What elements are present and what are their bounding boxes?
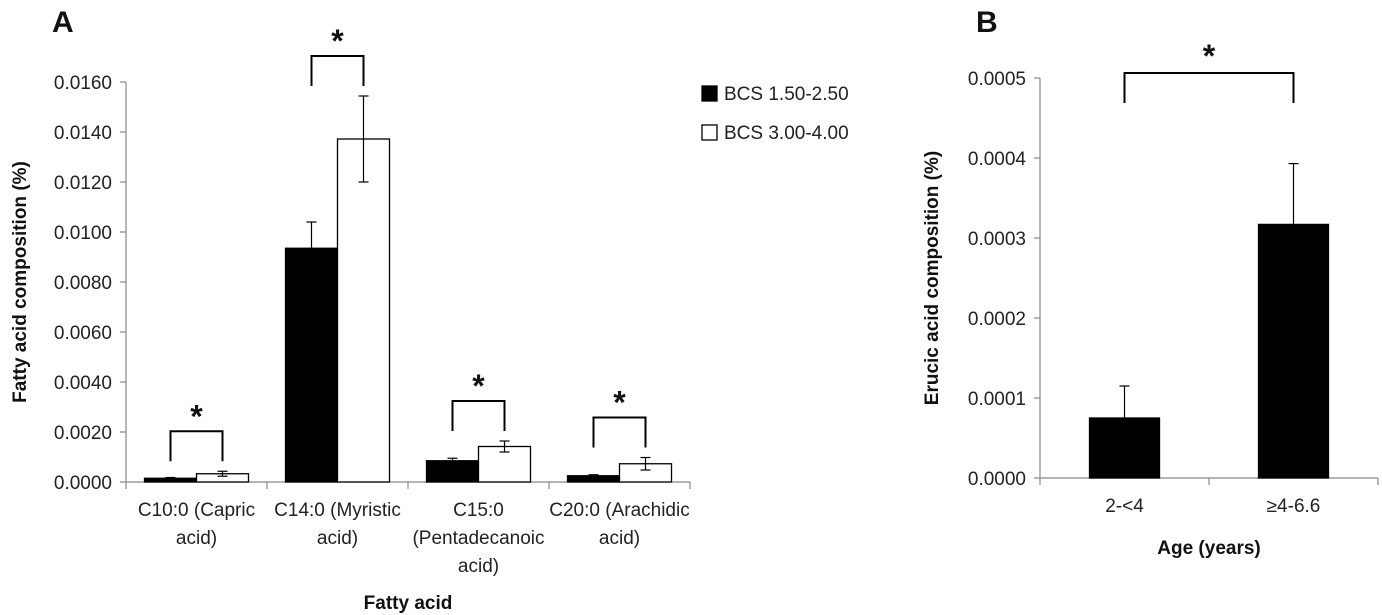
y-tick-label: 0.0060: [54, 323, 112, 344]
y-tick-label: 0.0002: [968, 309, 1026, 330]
y-axis-title: Erucic acid composition (%): [922, 151, 943, 405]
x-category-label: acid): [599, 528, 640, 549]
significance-bracket: [1123, 72, 1295, 103]
legend-label: BCS 3.00-4.00: [724, 123, 849, 144]
significance-star: *: [472, 368, 485, 404]
y-tick-label: 0.0005: [968, 69, 1026, 90]
x-category-label: acid): [317, 528, 358, 549]
panel-a: A 0.0000 0.0020 0.0040 0.0060 0.0080 0.0100 0.0…: [10, 6, 849, 614]
y-tick-label: 0.0100: [54, 223, 112, 244]
x-category-label: ≥4-6.6: [1267, 496, 1321, 517]
significance-bracket: [310, 55, 365, 86]
y-tick-label: 0.0004: [968, 149, 1027, 170]
y-tick-label: 0.0000: [54, 473, 112, 494]
y-tick-label: 0.0000: [968, 469, 1026, 490]
x-category-label: 2-<4: [1105, 496, 1144, 517]
significance-star: *: [1203, 38, 1216, 74]
y-tick-label: 0.0020: [54, 423, 112, 444]
significance-bracket: [169, 430, 224, 462]
panel-b: B 0.0000 0.0001 0.0002 0.0003 0.0004 0.0005 2-<…: [922, 6, 1379, 559]
y-tick-label: 0.0140: [54, 123, 112, 144]
legend-swatch: [701, 85, 718, 102]
significance-star: *: [190, 398, 203, 434]
y-tick-label: 0.0080: [54, 273, 112, 294]
y-tick-label: 0.0120: [54, 173, 112, 194]
panel-letter: B: [976, 6, 998, 39]
x-axis-title: Age (years): [1157, 538, 1261, 559]
y-tick-label: 0.0160: [54, 73, 112, 94]
significance-bracket: [451, 400, 506, 431]
bar-bcs-low: [284, 247, 339, 483]
x-axis-title: Fatty acid: [364, 593, 453, 614]
significance-star: *: [613, 385, 626, 421]
x-category-label: (Pentadecanoic: [412, 528, 544, 549]
legend-label: BCS 1.50-2.50: [724, 84, 849, 105]
y-tick-label: 0.0003: [968, 229, 1026, 250]
significance-star: *: [331, 23, 344, 59]
y-axis-title: Fatty acid composition (%): [10, 161, 31, 403]
y-tick-label: 0.0040: [54, 373, 112, 394]
x-category-label: acid): [176, 528, 217, 549]
x-category-label: C14:0 (Myristic: [274, 500, 401, 521]
x-category-label: C20:0 (Arachidic: [549, 500, 689, 521]
x-category-label: C15:0: [453, 500, 504, 521]
significance-bracket: [592, 416, 647, 448]
legend-swatch: [701, 124, 718, 141]
bar-bcs-low: [425, 460, 480, 483]
bar-age: [1088, 417, 1161, 479]
panel-letter: A: [52, 6, 74, 39]
x-category-label: C10:0 (Capric: [138, 500, 255, 521]
y-tick-label: 0.0001: [968, 389, 1026, 410]
x-category-label: acid): [458, 556, 499, 577]
bar-bcs-high: [336, 138, 391, 483]
bar-age: [1257, 223, 1330, 479]
